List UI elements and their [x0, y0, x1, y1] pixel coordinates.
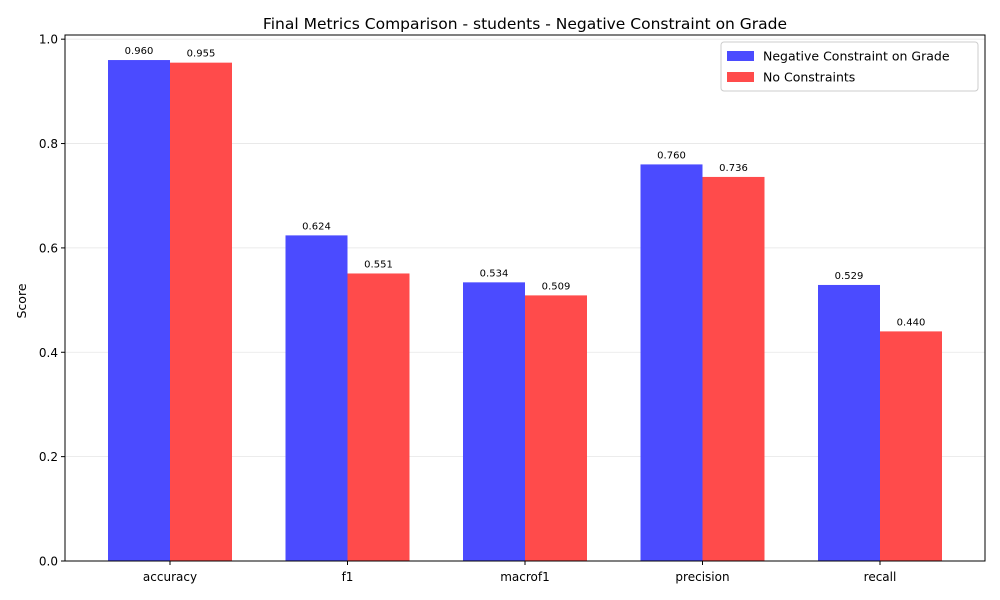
data-label: 0.736 [719, 163, 748, 174]
data-label: 0.529 [835, 271, 864, 282]
data-label: 0.960 [125, 46, 154, 57]
bar-no-constraints-macrof1 [525, 295, 587, 561]
bar-no-constraints-recall [880, 331, 942, 561]
x-tick-label: recall [864, 570, 897, 584]
y-tick-label: 0.2 [39, 450, 58, 464]
y-tick-label: 0.0 [39, 555, 58, 569]
bar-negative-constraint-precision [640, 164, 703, 561]
data-label: 0.624 [302, 221, 331, 232]
bar-negative-constraint-f1 [285, 235, 348, 561]
bar-negative-constraint-macrof1 [463, 282, 525, 561]
legend-label: Negative Constraint on Grade [763, 49, 950, 64]
data-label: 0.760 [657, 150, 686, 161]
legend-label: No Constraints [763, 70, 855, 85]
y-tick-label: 1.0 [39, 33, 58, 47]
bar-no-constraints-f1 [347, 273, 410, 561]
bar-no-constraints-accuracy [170, 62, 232, 562]
data-label: 0.440 [897, 317, 926, 328]
y-tick-label: 0.4 [39, 346, 58, 360]
legend-swatch [727, 51, 754, 61]
legend-box [720, 41, 979, 92]
data-labels: 0.960 0.955 0.624 0.551 0.534 0.509 0.760 0.736… [125, 46, 926, 328]
x-axis: accuracy f1 macrof1 precision recall [143, 561, 896, 584]
y-axis: 0.0 0.2 0.4 0.6 0.8 1.0 [39, 33, 65, 569]
y-tick-label: 0.6 [39, 241, 58, 255]
bar-negative-constraint-recall [818, 284, 880, 561]
chart-title: Final Metrics Comparison - students - Ne… [263, 15, 787, 33]
legend-swatch [727, 72, 754, 82]
x-tick-label: accuracy [143, 570, 197, 584]
bars [108, 60, 942, 562]
x-tick-label: f1 [342, 570, 354, 584]
bar-no-constraints-precision [702, 176, 765, 561]
data-label: 0.534 [480, 268, 509, 279]
x-tick-label: precision [675, 570, 729, 584]
bar-negative-constraint-accuracy [108, 60, 170, 562]
x-tick-label: macrof1 [500, 570, 550, 584]
legend: Negative Constraint on Grade No Constrain… [720, 41, 979, 92]
y-tick-label: 0.8 [39, 137, 58, 151]
data-label: 0.955 [187, 49, 216, 60]
data-label: 0.509 [542, 281, 571, 292]
y-axis-label: Score [14, 283, 29, 318]
data-label: 0.551 [364, 259, 393, 270]
